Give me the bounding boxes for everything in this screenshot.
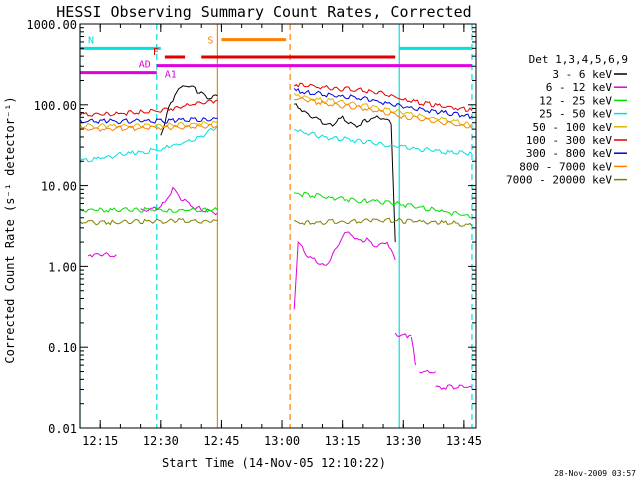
series-line-1-seg-3 — [394, 332, 412, 339]
x-tick-label-0: 12:15 — [82, 434, 118, 448]
y-tick-label-1: 0.10 — [48, 341, 77, 355]
legend-entry-label-0: 3 - 6 keV — [552, 68, 612, 81]
legend-entry-label-6: 300 - 800 keV — [526, 147, 612, 160]
legend-entry-label-7: 800 - 7000 keV — [519, 160, 612, 173]
series-line-7-seg-1 — [294, 97, 473, 129]
series-line-0-seg-1 — [294, 103, 396, 243]
series-line-2-seg-0 — [79, 206, 218, 213]
y-tick-label-4: 100.00 — [34, 99, 77, 113]
chart-title: HESSI Observing Summary Count Rates, Cor… — [56, 3, 471, 21]
series-line-6-seg-0 — [79, 117, 218, 125]
flag-label-s: S — [207, 36, 213, 47]
series-line-1-seg-0 — [87, 252, 117, 258]
legend-entry-label-8: 7000 - 20000 keV — [506, 174, 612, 187]
flag-label-f: F — [153, 47, 159, 58]
legend-entry-label-2: 12 - 25 keV — [539, 94, 612, 107]
timestamp: 28-Nov-2009 03:57 — [554, 469, 636, 478]
series-line-8-seg-0 — [79, 217, 218, 226]
series-line-6-seg-1 — [293, 87, 473, 120]
flag-label-a1: A1 — [165, 70, 177, 81]
plot-frame — [79, 23, 477, 429]
axes: 12:15 12:30 12:45 13:00 13:15 13:30 13:45 0.01 0… — [26, 18, 482, 448]
y-tick-label-3: 10.00 — [41, 180, 77, 194]
series-line-2-seg-1 — [294, 191, 472, 219]
plot-area: N S FAD A1 — [79, 24, 473, 428]
legend-entry-label-5: 100 - 300 keV — [526, 134, 612, 147]
flag-label-n: N — [88, 35, 94, 46]
legend-entry-label-3: 25 - 50 keV — [539, 108, 612, 121]
x-tick-label-5: 13:30 — [385, 434, 421, 448]
series-line-5-seg-0 — [79, 99, 218, 117]
series-line-1-seg-2 — [293, 231, 396, 310]
y-tick-label-0: 0.01 — [48, 422, 77, 436]
x-tick-label-6: 13:45 — [446, 434, 482, 448]
series-line-3-seg-0 — [79, 125, 218, 164]
flag-label-ad: AD — [139, 60, 151, 71]
series-line-5-seg-1 — [293, 82, 473, 112]
series-line-1-seg-5 — [419, 369, 436, 374]
x-tick-label-1: 12:30 — [143, 434, 179, 448]
legend-entry-label-4: 50 - 100 keV — [533, 121, 613, 134]
x-tick-label-3: 13:00 — [264, 434, 300, 448]
series-line-7-seg-0 — [79, 123, 218, 132]
series-line-1-seg-1 — [140, 186, 218, 216]
series-line-1-seg-6 — [435, 384, 473, 391]
series-line-4-seg-0 — [79, 120, 218, 129]
y-tick-label-5: 1000.00 — [26, 18, 77, 32]
x-axis-label: Start Time (14-Nov-05 12:10:22) — [162, 456, 386, 470]
x-tick-label-2: 12:45 — [203, 434, 239, 448]
series-line-0-seg-0 — [160, 85, 218, 136]
series-line-1-seg-4 — [410, 336, 416, 366]
legend-entry-label-1: 6 - 12 keV — [546, 81, 613, 94]
x-tick-label-4: 13:15 — [325, 434, 361, 448]
legend-title: Det 1,3,4,5,6,9 — [529, 53, 628, 66]
series-line-8-seg-1 — [293, 217, 473, 227]
y-tick-label-2: 1.00 — [48, 260, 77, 274]
y-axis-label: Corrected Count Rate (s⁻¹ detector⁻¹) — [3, 96, 17, 363]
series-line-3-seg-1 — [294, 128, 473, 157]
